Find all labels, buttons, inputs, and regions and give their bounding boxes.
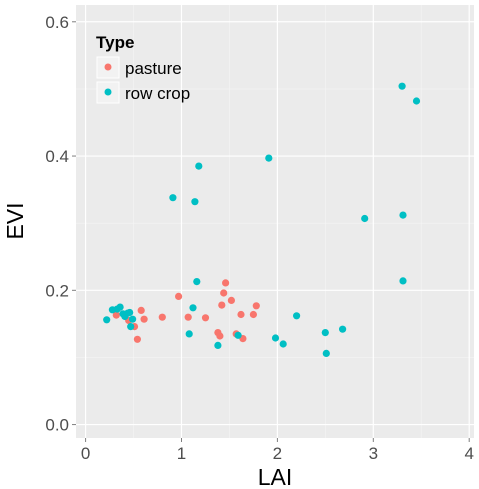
point-pasture — [216, 332, 224, 340]
point-row-crop — [129, 315, 137, 323]
point-pasture — [184, 313, 192, 321]
legend: Type pasture row crop — [96, 33, 190, 104]
point-pasture — [158, 313, 166, 321]
point-row-crop — [412, 97, 421, 105]
x-tick-label: 0 — [81, 444, 90, 463]
x-axis-title: LAI — [258, 464, 293, 489]
x-axis: 0 1 2 3 4 — [81, 438, 474, 463]
point-pasture — [175, 292, 183, 300]
y-tick-label: 0.0 — [45, 416, 69, 435]
point-pasture — [201, 314, 210, 322]
legend-label-pasture: pasture — [125, 59, 182, 78]
grid-minor — [76, 5, 474, 438]
plot-panel — [76, 5, 474, 438]
point-row-crop — [214, 341, 222, 349]
point-row-crop — [127, 323, 135, 331]
data-points — [103, 82, 421, 357]
point-pasture — [252, 302, 260, 310]
point-row-crop — [293, 312, 301, 320]
point-row-crop — [195, 162, 203, 170]
point-row-crop — [169, 194, 177, 202]
point-pasture — [140, 315, 148, 323]
point-row-crop — [399, 211, 407, 219]
point-row-crop — [271, 334, 280, 342]
point-row-crop — [185, 330, 193, 338]
legend-title: Type — [96, 33, 134, 52]
point-row-crop — [321, 329, 329, 337]
point-row-crop — [398, 82, 406, 90]
legend-label-row-crop: row crop — [125, 84, 190, 103]
y-tick-label: 0.6 — [45, 13, 69, 32]
point-row-crop — [322, 349, 330, 357]
x-tick-label: 1 — [177, 444, 186, 463]
point-row-crop — [279, 340, 287, 348]
x-tick-label: 4 — [464, 444, 473, 463]
point-row-crop — [189, 304, 197, 312]
point-pasture — [112, 311, 120, 319]
point-row-crop — [116, 303, 124, 311]
legend-marker-row-crop — [104, 88, 112, 96]
point-pasture — [133, 335, 141, 343]
point-pasture — [227, 296, 235, 304]
point-row-crop — [193, 278, 201, 286]
point-pasture — [222, 279, 230, 287]
point-pasture — [137, 306, 145, 314]
point-row-crop — [234, 331, 242, 339]
point-pasture — [218, 301, 226, 309]
point-pasture — [237, 310, 245, 319]
point-row-crop — [103, 316, 111, 324]
point-pasture — [249, 310, 257, 319]
point-pasture — [220, 289, 228, 297]
y-axis-title: EVI — [2, 202, 28, 239]
y-axis: 0.0 0.2 0.4 0.6 — [45, 13, 76, 435]
point-row-crop — [191, 198, 199, 206]
legend-marker-pasture — [104, 63, 112, 71]
x-tick-label: 2 — [273, 444, 282, 463]
x-tick-label: 3 — [369, 444, 378, 463]
point-row-crop — [265, 154, 273, 162]
point-row-crop — [339, 325, 347, 333]
point-row-crop — [361, 214, 369, 223]
grid-major — [76, 5, 474, 438]
y-tick-label: 0.2 — [45, 281, 69, 300]
point-row-crop — [399, 277, 407, 285]
y-tick-label: 0.4 — [45, 147, 69, 166]
point-row-crop — [126, 308, 134, 317]
